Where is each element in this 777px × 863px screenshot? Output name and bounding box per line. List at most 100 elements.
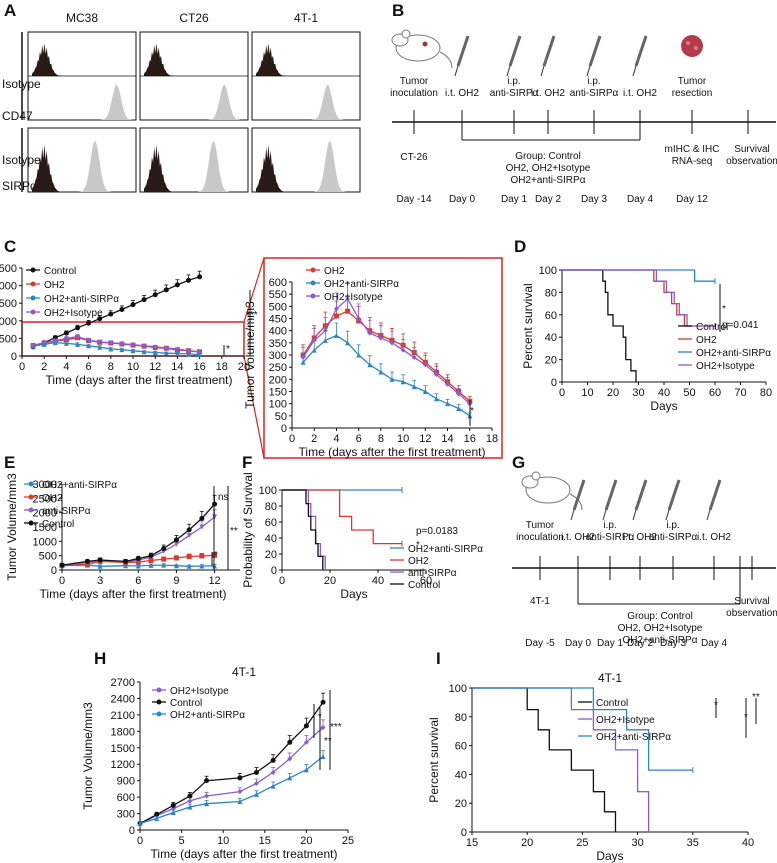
g-event-label: anti-SIRPα [649,532,698,543]
series-OH2+Isotype [300,281,473,407]
legend-marker [30,309,36,315]
y-axis-title: Percent survival [521,283,535,368]
data-point [270,769,276,775]
x-tick-label: 9 [173,575,179,587]
data-point [52,338,58,344]
data-point [303,723,309,729]
data-point [187,798,193,804]
series-Control [472,687,617,832]
row1-isotype-label: Isotype [2,77,41,91]
g-event-label: i.p. [603,520,616,531]
x-tick-label: 8 [378,433,384,445]
series-line [33,341,200,356]
legend-label: OH2 [408,556,429,567]
data-point [333,313,339,319]
legend-label: OH2+Isotype [44,308,103,319]
data-point [197,349,203,355]
annotation: p=0.0183 [416,526,458,537]
data-point [148,558,154,564]
legend-label: anti-SIRPα [408,568,457,579]
annotation: * [226,344,230,355]
g-event-label: i.t. OH2 [623,532,657,543]
b-event-label: Tumor [678,76,707,87]
y-tick-label: 100 [539,265,557,277]
data-point [161,546,167,551]
data-point [367,362,373,368]
x-tick-label: 8 [108,361,114,373]
data-point [287,756,293,762]
series-Control [562,269,637,382]
flow-histograms: MC38 CT26 4T-1 Isotype CD47 Isotype SIRP… [2,11,361,193]
data-point [186,527,192,533]
y-tick-label: 20 [265,549,277,561]
b-event-day: Day 0 [449,194,476,205]
syringe-needle [602,509,607,521]
chart-title: 4T-1 [232,665,256,679]
legend-label: anti-SIRPα [42,506,91,517]
histogram-frame [251,127,361,193]
data-point [163,287,169,293]
data-point [212,514,218,520]
data-point [84,558,90,564]
y-axis-title: Tumor Volume/mm3 [81,702,95,810]
g-group-line-1: Group: Control [627,611,693,622]
data-point [303,767,309,773]
series-anti-SIRPα [282,489,326,570]
isotype-peak [32,43,66,76]
y-tick-label: 100 [259,485,277,497]
x-axis-title: Days [340,587,367,601]
data-point [173,555,179,561]
y-tick-label: 3000 [33,479,57,491]
data-point [108,340,114,346]
x-tick-label: 20 [607,387,619,399]
y-tick-label: 550 [269,289,287,301]
data-point [97,316,103,322]
b-survival-1: Survival [734,144,770,155]
annotation: ** [752,692,760,703]
survival-curve [562,269,715,327]
y-tick-label: 0 [11,351,17,363]
row2-isotype-label: Isotype [2,153,41,167]
series-OH2 [282,489,403,547]
x-tick-label: 60 [420,575,432,587]
x-tick-label: 70 [734,387,746,399]
legend-marker [28,520,34,526]
x-tick-label: 10 [581,387,593,399]
data-point [445,401,451,407]
data-point [433,396,439,402]
data-point [320,724,326,730]
series-Control [59,494,218,568]
x-tick-label: 16 [193,361,205,373]
data-point [333,306,339,312]
isotype-peak [256,144,290,192]
series-line [139,755,324,825]
syringe-needle [632,65,637,77]
data-point [119,307,125,313]
x-tick-label: 0 [559,387,565,399]
b-analysis-1: mIHC & IHC [665,144,720,155]
series-line [302,297,471,405]
y-tick-label: 80 [455,712,467,724]
data-point [152,349,158,355]
syringe-needle [506,65,511,77]
y-axis-title: Tumor Volume/mm3 [243,301,257,409]
y-tick-label: 0 [129,825,135,837]
g-event-day: Day 1 [597,638,624,649]
survival-curve [282,489,402,545]
y-tick-label: 1500 [111,743,135,755]
g-event-day: Day 3 [660,638,687,649]
data-point [433,371,439,377]
b-event-label: anti-SIRPα [570,88,619,99]
y-tick-label: 500 [269,301,287,313]
data-point [311,337,317,343]
syringe-icon [604,479,618,511]
survival-curve [282,489,326,570]
panel-label-e: E [4,453,15,472]
x-tick-label: 60 [709,387,721,399]
data-point [63,330,69,336]
annotation: p=0.041 [722,320,759,331]
survival-curve [562,269,715,282]
y-tick-label: 40 [265,533,277,545]
x-tick-label: 6 [86,361,92,373]
